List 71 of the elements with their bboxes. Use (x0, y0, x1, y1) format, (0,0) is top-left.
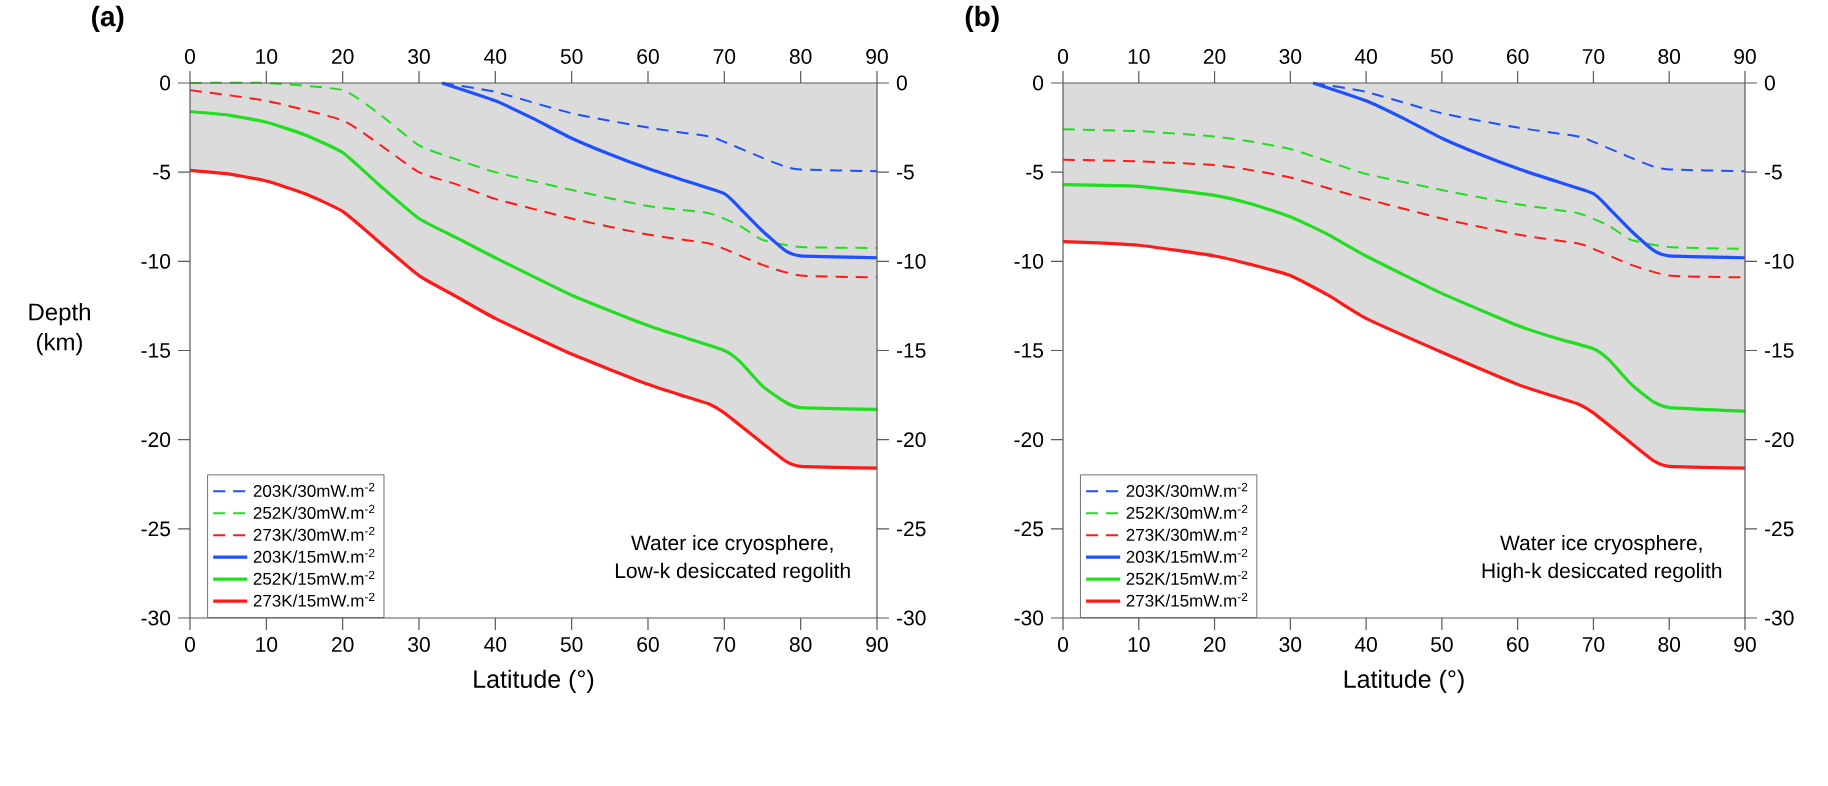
x-tick-label: 80 (789, 49, 812, 64)
x-tick-label: 40 (484, 49, 507, 64)
x-tick-label: 60 (637, 49, 659, 64)
y2-tick-label: -5 (896, 164, 914, 180)
legend-label: 203K/30mW.m$^{-2}$ (253, 482, 375, 497)
y2-tick-label: -15 (1764, 343, 1794, 358)
legend-label: 203K/15mW.m$^{-2}$ (253, 548, 375, 563)
annotation: Water ice cryosphere, (1500, 534, 1702, 555)
x-tick-label: 10 (1128, 637, 1150, 652)
legend-label: 273K/15mW.m$^{-2}$ (253, 592, 375, 607)
annotation: Low-k desiccated regolith (615, 562, 850, 583)
y-tick-label: -10 (141, 253, 171, 269)
y2-tick-label: -25 (896, 521, 926, 537)
x-tick-label: 0 (184, 49, 196, 64)
legend-label: 252K/15mW.m$^{-2}$ (1126, 570, 1248, 585)
y-tick-label: -10 (1014, 253, 1044, 269)
legend-label: 273K/15mW.m$^{-2}$ (1126, 592, 1248, 607)
x-tick-label: 80 (1658, 637, 1681, 652)
x-tick-label: 20 (1203, 637, 1226, 652)
legend-label: 252K/15mW.m$^{-2}$ (253, 570, 375, 585)
chart-title: (b) (965, 5, 999, 32)
y-tick-label: -30 (141, 610, 171, 626)
x-tick-label: 30 (408, 49, 430, 64)
y2-tick-label: -20 (896, 432, 926, 448)
y-tick-label: 0 (160, 75, 171, 91)
y-tick-label: -25 (141, 521, 171, 537)
y-tick-label: -20 (141, 432, 171, 448)
y2-tick-label: -25 (1764, 521, 1794, 537)
y-tick-label: -5 (153, 164, 171, 180)
y2-tick-label: -20 (1764, 432, 1794, 448)
x-tick-label: 20 (332, 49, 354, 64)
x-tick-label: 90 (866, 49, 888, 64)
line-series (1061, 183, 1747, 413)
legend-label: 273K/30mW.m$^{-2}$ (253, 526, 375, 541)
y-tick-label: -5 (1026, 164, 1044, 180)
y2-tick-label: 0 (1764, 75, 1775, 91)
y2-tick-label: -10 (1764, 253, 1794, 269)
legend-label: 203K/15mW.m$^{-2}$ (1126, 548, 1248, 563)
annotation: High-k desiccated regolith (1482, 562, 1722, 583)
chart-title: (a) (91, 5, 124, 32)
y-tick-label: -20 (1014, 432, 1044, 448)
x-tick-label: 50 (1431, 637, 1453, 652)
legend-label: 252K/30mW.m$^{-2}$ (1126, 504, 1248, 519)
x-tick-label: 0 (1057, 637, 1069, 652)
x-axis-title: Latitude (°) (1344, 669, 1464, 693)
x-tick-label: 30 (1279, 637, 1302, 652)
x-tick-label: 70 (1582, 637, 1605, 652)
x-tick-label: 60 (1507, 637, 1529, 652)
y2-tick-label: -30 (896, 610, 926, 626)
annotation: Water ice cryosphere, (631, 534, 833, 555)
x-tick-label: 10 (256, 49, 278, 64)
y2-tick-label: -15 (896, 343, 926, 358)
legend-label: 273K/30mW.m$^{-2}$ (1126, 526, 1248, 541)
x-tick-label: 50 (560, 49, 583, 64)
y-tick-label: -15 (1014, 343, 1044, 358)
legend-label: 252K/30mW.m$^{-2}$ (253, 504, 375, 519)
y2-tick-label: 0 (896, 75, 907, 91)
y-tick-label: 0 (1033, 75, 1044, 91)
x-tick-label: 40 (1354, 637, 1377, 652)
y-tick-label: -30 (1014, 610, 1044, 626)
y2-tick-label: -10 (896, 253, 926, 269)
x-tick-label: 70 (713, 49, 736, 64)
x-axis-title: Latitude (°) (474, 669, 594, 693)
x-tick-label: 90 (1734, 637, 1756, 652)
y2-tick-label: -5 (1764, 164, 1782, 180)
y-tick-label: -15 (141, 343, 171, 358)
line-series (188, 109, 879, 411)
y2-tick-label: -30 (1764, 610, 1794, 626)
y-tick-label: -25 (1014, 521, 1044, 537)
y-axis-title: Depth (km) (29, 302, 90, 356)
legend-label: 203K/30mW.m$^{-2}$ (1126, 482, 1248, 497)
